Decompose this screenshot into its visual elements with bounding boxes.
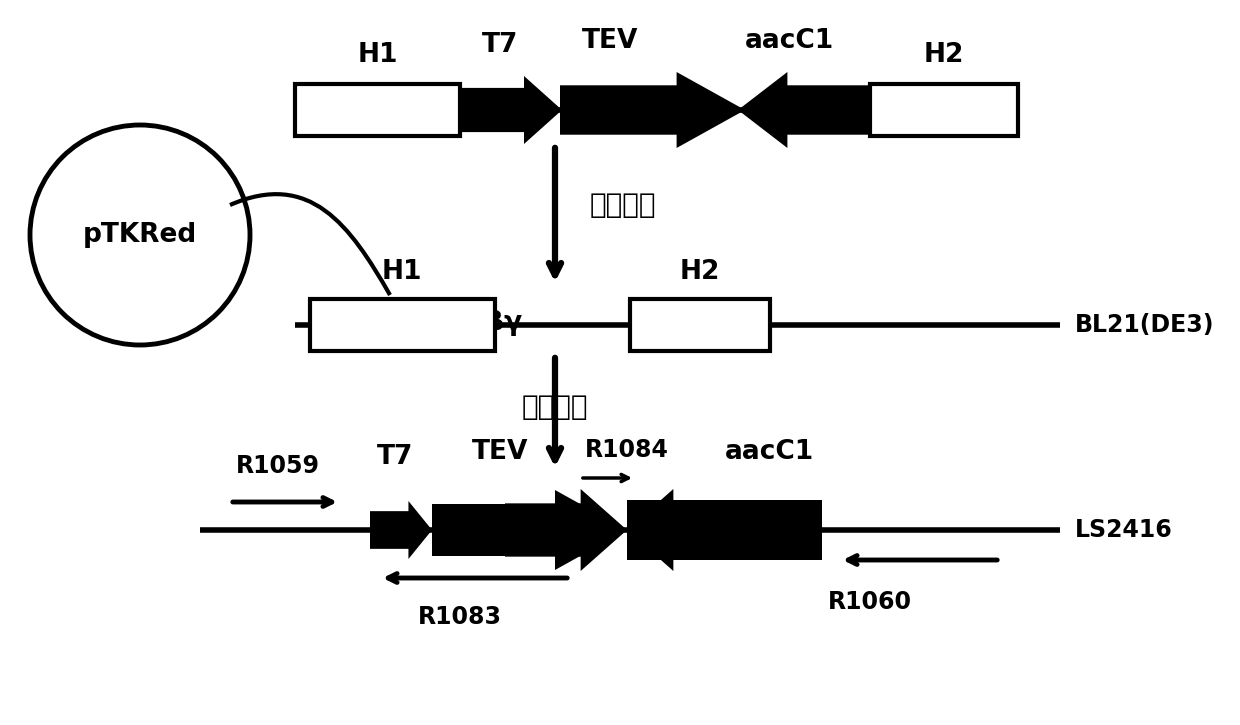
Text: pTKRed: pTKRed	[83, 222, 197, 248]
FancyArrow shape	[505, 489, 627, 571]
FancyArrow shape	[463, 76, 562, 144]
Text: R1060: R1060	[828, 590, 911, 614]
Text: LS2416: LS2416	[1075, 518, 1173, 542]
Text: TEV: TEV	[471, 439, 528, 465]
Text: H2: H2	[680, 259, 720, 285]
Bar	[310, 299, 495, 351]
Text: 同源重组: 同源重组	[590, 191, 656, 219]
FancyArrow shape	[560, 72, 745, 148]
Text: H2: H2	[924, 42, 965, 68]
Bar	[630, 299, 770, 351]
Text: R1084: R1084	[585, 438, 668, 462]
Bar	[870, 84, 1018, 136]
Text: T7: T7	[377, 444, 413, 470]
Text: H1: H1	[382, 259, 423, 285]
Text: T7: T7	[482, 32, 518, 58]
Text: TEV: TEV	[582, 28, 639, 54]
Text: aacC1: aacC1	[725, 439, 815, 465]
Text: R1083: R1083	[418, 605, 502, 629]
Text: R1059: R1059	[236, 454, 320, 478]
Bar	[627, 500, 822, 560]
Text: H1: H1	[358, 42, 398, 68]
Text: ↘Redαβγ: ↘Redαβγ	[388, 310, 522, 336]
Text: BL21(DE3): BL21(DE3)	[1075, 313, 1214, 337]
FancyArrow shape	[432, 490, 627, 570]
Circle shape	[30, 125, 250, 345]
FancyArrow shape	[370, 501, 432, 559]
FancyArrow shape	[738, 72, 868, 148]
Text: aacC1: aacC1	[745, 28, 835, 54]
Bar	[295, 84, 460, 136]
Text: 庆大霖素: 庆大霖素	[522, 393, 588, 421]
FancyArrow shape	[627, 489, 749, 571]
